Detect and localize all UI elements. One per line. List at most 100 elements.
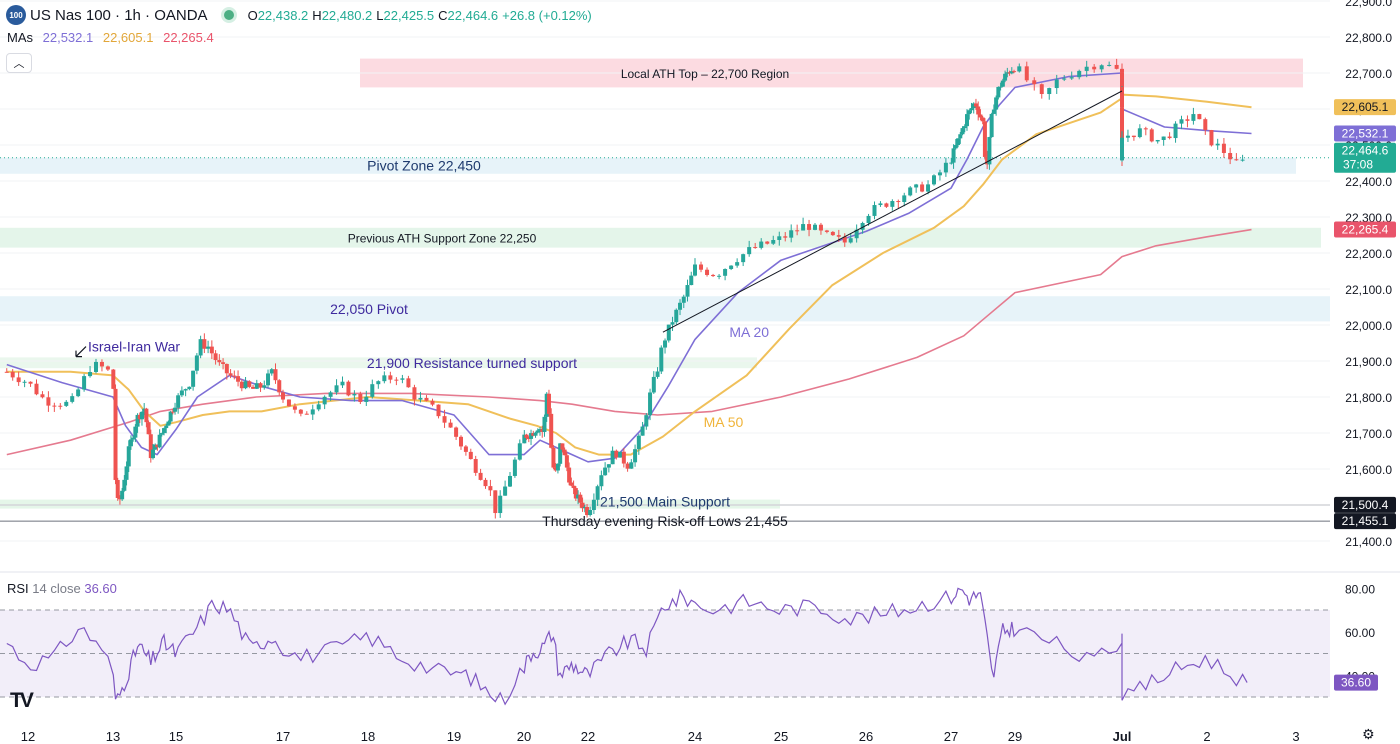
candle[interactable] — [914, 183, 919, 193]
candle[interactable] — [137, 412, 142, 424]
candle[interactable] — [473, 455, 478, 476]
candle[interactable] — [553, 463, 558, 472]
candle[interactable] — [1039, 83, 1044, 99]
candle[interactable] — [699, 261, 704, 273]
candle[interactable] — [648, 388, 653, 421]
candle[interactable] — [1003, 70, 1008, 83]
candle[interactable] — [564, 452, 569, 472]
candle[interactable] — [978, 109, 983, 121]
candle[interactable] — [693, 258, 697, 277]
candle[interactable] — [524, 433, 529, 441]
candle[interactable] — [157, 429, 162, 449]
candle[interactable] — [493, 490, 498, 519]
candle[interactable] — [562, 447, 567, 456]
candle[interactable] — [614, 449, 619, 460]
candle[interactable] — [807, 219, 812, 237]
candle[interactable] — [599, 470, 604, 491]
candle[interactable] — [1234, 153, 1239, 161]
candle[interactable] — [987, 136, 992, 170]
candle[interactable] — [982, 118, 987, 160]
candle[interactable] — [34, 379, 39, 396]
candle[interactable] — [651, 371, 656, 394]
candle[interactable] — [120, 487, 125, 501]
candle[interactable] — [723, 268, 728, 281]
candle[interactable] — [1221, 138, 1226, 158]
candle[interactable] — [580, 497, 585, 512]
candle[interactable] — [585, 504, 590, 518]
candle[interactable] — [418, 391, 423, 403]
candle[interactable] — [1099, 64, 1104, 73]
candle[interactable] — [46, 391, 51, 412]
candle[interactable] — [164, 423, 169, 434]
candle[interactable] — [58, 403, 63, 410]
candle[interactable] — [1047, 87, 1052, 100]
candle[interactable] — [266, 369, 271, 388]
candle[interactable] — [64, 400, 69, 407]
candle[interactable] — [16, 371, 21, 386]
candle[interactable] — [430, 398, 435, 407]
candle[interactable] — [228, 369, 233, 379]
price-axis[interactable]: 22,900.022,800.022,700.022,600.022,500.0… — [1334, 0, 1396, 691]
candle[interactable] — [488, 479, 493, 496]
candle[interactable] — [549, 408, 554, 449]
candle[interactable] — [82, 373, 87, 392]
candle[interactable] — [52, 402, 57, 412]
candle[interactable] — [448, 419, 453, 428]
symbol-title[interactable]: US Nas 100 · 1h · OANDA — [30, 6, 208, 24]
candle[interactable] — [689, 271, 694, 286]
candle[interactable] — [971, 102, 976, 114]
candle[interactable] — [991, 104, 996, 115]
candle[interactable] — [711, 273, 716, 278]
candle[interactable] — [908, 186, 913, 197]
candle[interactable] — [591, 493, 596, 515]
candle[interactable] — [962, 124, 967, 133]
candle[interactable] — [304, 411, 309, 415]
candle[interactable] — [1209, 129, 1214, 147]
candle[interactable] — [610, 446, 615, 465]
candle[interactable] — [729, 265, 734, 271]
rsi-pane[interactable] — [0, 587, 1330, 706]
candle[interactable] — [666, 324, 671, 343]
candle[interactable] — [28, 381, 33, 387]
candle[interactable] — [483, 477, 488, 489]
candle[interactable] — [884, 202, 889, 208]
candle[interactable] — [717, 274, 722, 280]
candle[interactable] — [533, 431, 538, 438]
candle[interactable] — [139, 411, 144, 426]
candle[interactable] — [949, 157, 954, 165]
candle[interactable] — [126, 440, 131, 472]
candle[interactable] — [980, 115, 985, 125]
candle[interactable] — [759, 238, 764, 250]
candle[interactable] — [830, 231, 835, 236]
candle[interactable] — [569, 477, 574, 487]
candles-layer[interactable] — [4, 58, 1245, 519]
candle[interactable] — [540, 425, 545, 438]
candle[interactable] — [170, 408, 175, 415]
candle[interactable] — [1203, 117, 1208, 135]
candle[interactable] — [376, 380, 381, 389]
candle[interactable] — [292, 403, 297, 414]
candle[interactable] — [1024, 61, 1029, 83]
candle[interactable] — [217, 354, 222, 366]
candle[interactable] — [232, 370, 237, 380]
candle[interactable] — [621, 448, 626, 468]
candle[interactable] — [198, 335, 203, 359]
candle[interactable] — [998, 82, 1003, 91]
candle[interactable] — [967, 109, 972, 120]
candle[interactable] — [88, 366, 93, 378]
candle[interactable] — [1032, 77, 1037, 91]
candle[interactable] — [1084, 60, 1089, 78]
candle[interactable] — [663, 338, 668, 354]
candle[interactable] — [951, 144, 956, 169]
candle[interactable] — [1161, 136, 1166, 146]
candle[interactable] — [135, 413, 140, 433]
candle[interactable] — [1173, 121, 1178, 143]
candle[interactable] — [224, 363, 229, 380]
candle[interactable] — [111, 368, 116, 390]
candle[interactable] — [503, 480, 508, 496]
candle[interactable] — [789, 224, 794, 243]
candle[interactable] — [985, 150, 990, 170]
candle[interactable] — [824, 229, 829, 234]
candle[interactable] — [595, 484, 600, 506]
